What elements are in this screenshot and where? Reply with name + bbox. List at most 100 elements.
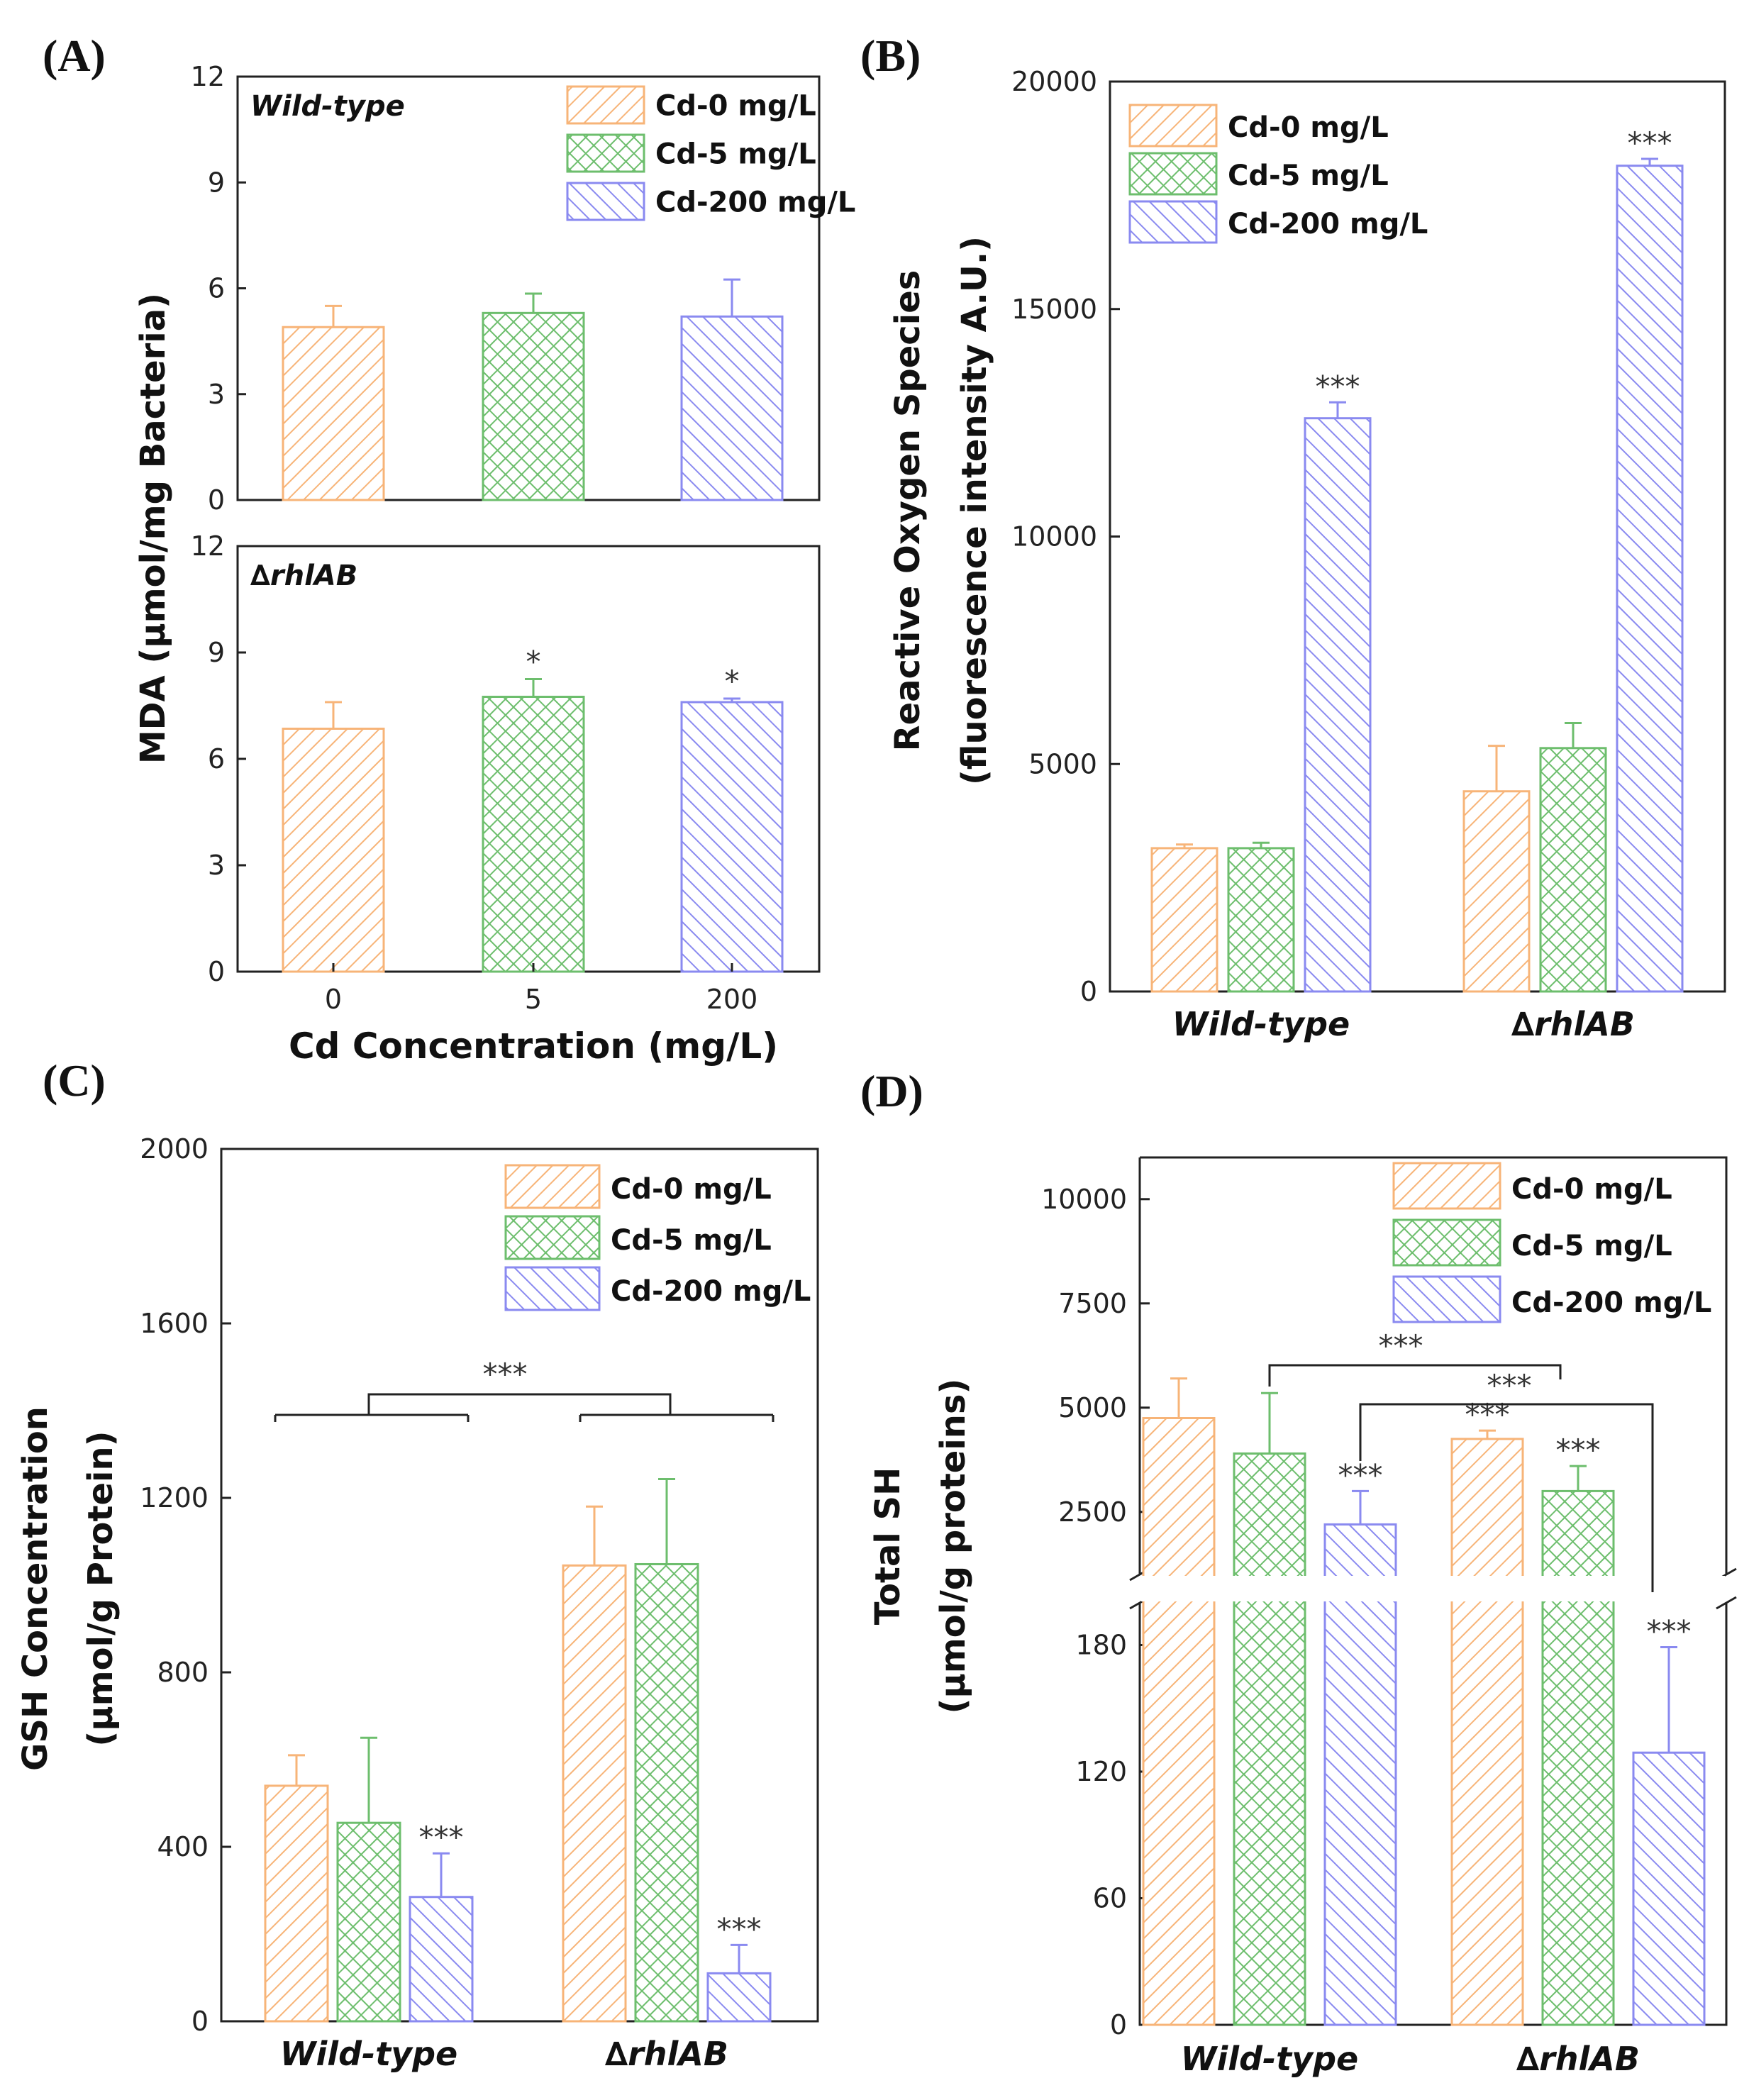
panel-c-legend-label-1: Cd-5 mg/L [611,1224,772,1257]
panel-a-ylabel: MDA (μmol/mg Bacteria) [133,293,173,764]
panel-b-bar [1616,165,1684,993]
panel-c-bar [264,1784,329,2023]
panel-a-bar [282,728,385,973]
panel-c-legend-swatch-0 [504,1164,601,1209]
panel-c-bar [706,1972,772,2023]
panel-b-xticklabel: Wild-type [1172,1005,1350,1043]
panel-d-legend-swatch-0 [1392,1162,1501,1210]
panel-d-axis-break-lower-1 [1716,1596,1737,1610]
panel-c-errorbar [586,1505,603,1566]
panel-c-ylabel-line1: GSH Concentration [16,1406,55,1771]
panel-b-legend-swatch-2 [1128,200,1218,244]
panel-d-significance: *** [1338,1457,1383,1492]
panel-d-significance: *** [1647,1613,1692,1648]
panel-a-yticklabel: 12 [191,61,225,92]
panel-a-yticklabel: 0 [208,484,225,516]
panel-d-bar [1233,1452,1306,2026]
panel-c-errorbar [658,1478,675,1565]
panel-c-bracket-left [274,1413,470,1422]
panel-a-strain-label-1: ∆rhlAB [250,560,357,592]
panel-a-yticklabel: 9 [208,637,225,668]
panel-d-yticklabel: 7500 [1058,1288,1127,1319]
panel-a-bar [482,696,585,973]
panel-a-yticklabel: 6 [208,273,225,304]
panel-b-errorbar [1253,841,1270,848]
panel-c-legend-label-2: Cd-200 mg/L [611,1275,811,1308]
panel-b-xticklabel: ∆rhlAB [1511,1005,1635,1043]
panel-d-yticklabel: 5000 [1058,1392,1127,1423]
panel-b-ylabel-line1: Reactive Oxygen Species [888,270,928,752]
panel-d-xticklabel: ∆rhlAB [1516,2040,1640,2078]
panel-a-yticklabel: 3 [208,850,225,881]
panel-d-legend-label-1: Cd-5 mg/L [1511,1230,1672,1262]
panel-a-legend-swatch-1 [566,133,645,173]
panel-d-yticklabel: 0 [1110,2009,1127,2040]
panel-a-legend-swatch-0 [566,85,645,125]
panel-d-legend-label-2: Cd-200 mg/L [1511,1287,1711,1319]
panel-c-bracket-star: *** [483,1357,528,1391]
panel-c-legend-swatch-2 [504,1266,601,1311]
panel-a-label: (A) [43,30,106,81]
panel-a-yticklabel: 12 [191,530,225,562]
panel-c-bracket-top [367,1393,672,1415]
panel-d-legend-label-0: Cd-0 mg/L [1511,1173,1672,1206]
panel-b-errorbar [1329,401,1346,418]
panel-b-yticklabel: 20000 [1011,66,1097,97]
panel-c-bar [336,1821,401,2023]
panel-a-errorbar [325,701,342,729]
panel-c-bar [562,1564,627,2023]
panel-d-bar [1450,1438,1524,2026]
panel-b-bar [1150,847,1218,993]
panel-d-yticklabel: 180 [1075,1630,1127,1661]
panel-a-legend-label-2: Cd-200 mg/L [655,187,855,219]
panel-a-strain-label-0: Wild-type [250,90,405,123]
panel-a-errorbar [723,697,740,702]
panel-d-errorbar [1261,1391,1278,1454]
panel-a-bar [482,311,585,501]
panel-a-legend-label-1: Cd-5 mg/L [655,138,816,171]
panel-c-errorbar [288,1754,305,1786]
panel-c-yticklabel: 1200 [140,1482,209,1513]
panel-b-yticklabel: 10000 [1011,521,1097,552]
panel-c-legend-label-0: Cd-0 mg/L [611,1173,772,1206]
panel-a-xticklabel: 5 [525,984,542,1015]
panel-d-yticklabel: 120 [1075,1756,1127,1787]
panel-c-bar [634,1562,699,2023]
panel-b-bar [1539,747,1607,993]
panel-a-bar [680,701,784,973]
panel-b-errorbar [1565,722,1582,748]
panel-b-label: (B) [860,30,921,81]
panel-a-errorbar [325,304,342,328]
panel-a-bar [680,315,784,501]
panel-b-yticklabel: 0 [1080,976,1097,1007]
panel-d-label: (D) [860,1066,923,1116]
panel-d-bar [1632,1751,1706,2026]
panel-a-yticklabel: 6 [208,743,225,774]
panel-b-bar [1227,847,1295,993]
panel-d-significance: *** [1556,1433,1601,1467]
panel-a-errorbar [525,292,542,313]
panel-b-errorbar [1176,843,1193,848]
panel-c-yticklabel: 1600 [140,1308,209,1339]
panel-c-frame [220,1148,819,2023]
panel-d-errorbar [1660,1645,1677,1753]
panel-c-yticklabel: 2000 [140,1133,209,1165]
panel-b-errorbar [1488,745,1505,791]
panel-c-xticklabel: ∆rhlAB [605,2035,728,2073]
panel-d-errorbar [1570,1465,1587,1491]
panel-d-xticklabel: Wild-type [1181,2040,1358,2078]
panel-c-bracket-right [579,1413,774,1422]
panel-d-yticklabel: 60 [1093,1883,1127,1914]
panel-c-yticklabel: 400 [157,1831,209,1862]
panel-c-bar [409,1896,474,2023]
panel-c-errorbar [433,1852,450,1897]
panel-a-legend-swatch-2 [566,182,645,221]
panel-b-yticklabel: 5000 [1028,748,1097,779]
panel-b-bar [1462,790,1531,993]
panel-c-yticklabel: 0 [191,2006,209,2037]
panel-c-errorbar [731,1943,748,1974]
panel-d-bracket-1 [1268,1364,1562,1387]
panel-b-legend-swatch-0 [1128,104,1218,148]
panel-d-bar [1541,1489,1615,2026]
panel-d-ylabel-line2: (μmol/g proteins) [933,1379,973,1714]
